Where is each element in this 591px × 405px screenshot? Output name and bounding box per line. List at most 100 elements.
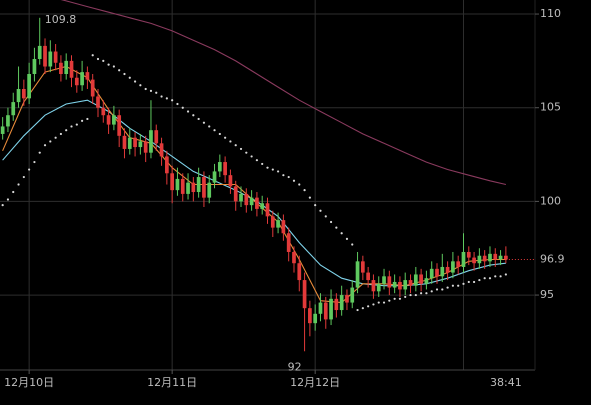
sar-dot: [218, 132, 221, 136]
candle-body: [339, 295, 344, 311]
sar-dot: [488, 277, 492, 280]
last-price-box: [537, 251, 587, 268]
candle-body: [21, 88, 26, 99]
candle-body: [413, 274, 418, 286]
sar-dot: [107, 63, 110, 66]
candle-body: [382, 276, 386, 284]
sar-dot: [102, 59, 105, 62]
sar-dot: [38, 151, 41, 154]
candle-body: [498, 255, 503, 260]
sar-dot: [165, 97, 168, 100]
candle-body: [376, 283, 381, 292]
candle-body: [80, 72, 84, 86]
candle-body: [186, 182, 190, 194]
candle-body: [350, 287, 355, 303]
sar-dot: [91, 54, 94, 57]
candle-body: [281, 220, 286, 234]
sar-dot: [197, 117, 200, 121]
candle-body: [260, 203, 265, 209]
candle-body: [482, 255, 487, 262]
candle-body: [122, 135, 127, 149]
candle-body: [191, 182, 196, 193]
y-tick-label: 110: [540, 7, 561, 20]
sar-dot: [112, 65, 115, 68]
sar-dot: [435, 288, 439, 291]
candle-body: [117, 115, 122, 136]
sar-dot: [96, 57, 100, 61]
sar-dot: [123, 72, 126, 76]
sar-dot: [345, 237, 349, 240]
candle-body: [154, 130, 159, 144]
candle-body: [345, 295, 349, 303]
sar-dot: [303, 189, 306, 192]
sar-dot: [409, 293, 412, 297]
sar-dot: [388, 299, 391, 302]
candle-body: [27, 74, 31, 99]
candle-body: [387, 276, 392, 288]
sar-dot: [292, 179, 296, 182]
candle-body: [239, 193, 243, 202]
sar-dot: [271, 168, 274, 171]
sar-dot: [287, 175, 290, 179]
candle-body: [244, 193, 249, 206]
candle-body: [318, 302, 323, 314]
candle-body: [313, 313, 318, 324]
sar-dot: [118, 69, 121, 72]
sar-dot: [335, 226, 338, 229]
sar-dot: [86, 117, 89, 121]
candle-body: [255, 197, 259, 209]
sar-dot: [202, 121, 206, 124]
sar-dot: [139, 84, 142, 87]
candle-body: [392, 281, 397, 288]
sar-dot: [28, 168, 31, 171]
sar-dot: [1, 204, 4, 207]
candle-body: [143, 141, 148, 153]
sar-dot: [49, 140, 52, 143]
candle-body: [477, 255, 482, 264]
candle-body: [196, 177, 201, 193]
sar-dot: [213, 129, 216, 132]
sar-dot: [414, 293, 417, 297]
sar-dot: [467, 280, 470, 284]
annotation: 109.8: [45, 13, 77, 26]
candle-body: [360, 261, 365, 273]
sar-dot: [17, 183, 20, 186]
candle-body: [461, 251, 466, 267]
candle-body: [493, 253, 498, 260]
sar-dot: [319, 209, 322, 212]
candle-body: [440, 266, 445, 277]
candle-body: [96, 96, 100, 108]
candle-body: [270, 216, 275, 228]
candle-body: [59, 62, 63, 74]
plot-area: [0, 0, 508, 352]
sar-dot: [478, 278, 481, 282]
sar-dot: [329, 220, 333, 224]
candle-body: [398, 281, 402, 290]
candle-body: [101, 107, 106, 116]
candle-body: [355, 261, 360, 288]
sar-dot: [404, 295, 407, 299]
candle-body: [292, 251, 296, 264]
candle-body: [451, 261, 455, 273]
sar-dot: [160, 95, 163, 98]
axes: 95 100 105 110 12月10日 12月11日 12月12日: [0, 0, 561, 389]
sar-dot: [176, 102, 179, 106]
sar-dot: [133, 80, 137, 83]
sar-dot: [298, 183, 301, 186]
grid: [0, 0, 535, 370]
candle-body: [53, 51, 58, 63]
candle-body: [223, 162, 227, 176]
y-tick-label: 100: [540, 194, 561, 207]
sar-dot: [6, 198, 10, 201]
candle-body: [403, 280, 408, 290]
sar-dot: [494, 275, 497, 278]
sar-dot: [451, 284, 454, 287]
sar-dot: [255, 159, 259, 162]
candle-body: [308, 308, 312, 324]
sar-dot: [420, 292, 423, 295]
y-tick-label: 105: [540, 101, 561, 114]
sar-dot: [234, 144, 237, 147]
candle-body: [265, 203, 270, 217]
sar-dot: [33, 160, 36, 164]
